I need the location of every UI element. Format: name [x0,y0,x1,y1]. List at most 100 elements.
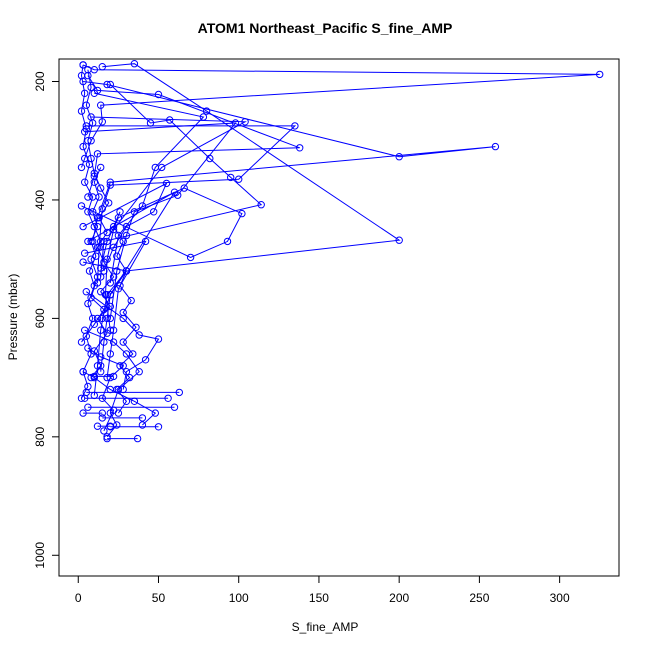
data-point [82,125,91,133]
data-point [113,252,121,260]
data-point [223,237,232,246]
data-series [82,122,299,287]
data-point [227,173,235,182]
data-point [170,403,179,411]
data-point [141,356,150,364]
data-series [84,403,179,411]
y-tick-label: 200 [33,71,47,91]
data-point [87,373,95,382]
data-point [106,279,115,287]
data-series [79,77,500,246]
data-point [150,208,158,216]
data-series [98,60,403,323]
data-point [395,236,403,244]
data-point [141,237,150,246]
data-point [491,142,500,151]
data-point [106,80,115,89]
data-series [97,80,265,281]
data-point [82,288,91,296]
x-axis-label: S_fine_AMP [291,620,359,634]
data-point [103,329,111,337]
data-point [79,222,87,231]
data-series [84,188,179,376]
data-point [170,188,179,196]
data-point [97,184,105,192]
data-point [106,302,115,311]
data-point [164,394,172,402]
data-point [79,142,87,151]
data-point [77,338,86,346]
data-point [87,83,95,92]
data-point [130,60,139,68]
data-point [116,208,124,216]
data-point [106,373,115,382]
data-point [186,253,195,262]
data-point [95,193,103,201]
data-point [596,70,604,79]
data-point [98,118,107,126]
data-point [97,237,105,246]
data-point [116,282,124,290]
data-point [113,267,121,275]
data-point [82,101,91,109]
data-point [77,107,86,115]
series-line [86,291,160,390]
data-point [106,422,115,430]
data-series [106,423,163,431]
data-point [119,314,127,323]
data-point [103,291,111,299]
data-point [135,368,143,376]
data-point [77,394,86,402]
series-line [84,240,147,378]
data-point [84,344,92,352]
data-point [257,201,265,209]
data-point [122,231,131,240]
data-layer [77,60,604,443]
axes: 0 50 100 150 200 250 300 200 400 600 800 1000 [33,71,570,605]
x-tick-label: 300 [550,591,570,605]
data-point [106,181,115,189]
data-point [154,335,163,343]
series-line [81,187,243,269]
data-point [77,163,86,172]
data-point [84,193,92,201]
data-point [93,273,102,281]
data-point [98,409,107,417]
data-point [97,353,105,361]
data-point [162,179,171,188]
data-point [395,153,403,161]
data-point [93,422,102,430]
data-point [98,62,107,71]
data-series [82,66,118,382]
data-point [109,273,118,281]
data-point [138,421,147,429]
series-line [83,81,496,242]
data-point [81,178,89,186]
data-point [114,409,123,417]
data-point [84,208,92,216]
data-point [81,89,89,98]
data-point [202,107,211,115]
data-point [89,208,97,216]
data-point [93,150,102,158]
data-point [85,267,94,275]
data-point [92,252,100,260]
data-point [98,414,107,422]
data-point [84,382,92,391]
data-point [77,202,86,210]
data-point [87,237,95,246]
data-point [151,163,160,172]
x-tick-label: 100 [229,591,249,605]
data-series [103,434,142,443]
data-point [82,332,91,340]
data-point [199,113,208,121]
data-point [106,350,115,358]
data-point [122,397,131,405]
data-point [119,338,127,346]
data-point [97,362,105,370]
series-line [84,122,237,319]
data-point [90,282,99,290]
data-point [119,237,127,246]
y-tick-label: 600 [33,308,47,328]
